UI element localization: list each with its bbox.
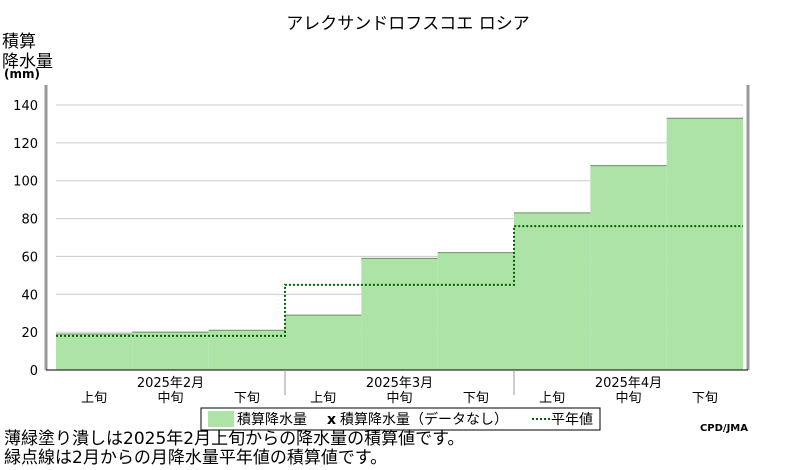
precip-step-4 [361,258,438,370]
note-fill: 薄緑塗り潰しは2025年2月上旬からの降水量の積算値です。 [4,429,465,449]
precip-step-5 [437,252,514,370]
y-axis-unit: (mm) [4,67,40,81]
y-tick-label-1: 20 [21,326,38,341]
legend-swatch-precipitation [208,411,234,427]
precip-step-1 [132,332,209,370]
y-tick-label-2: 40 [21,288,38,303]
y-tick-label-0: 0 [30,364,38,379]
period-label-5: 下旬 [463,391,489,406]
legend-marker-missing: x [327,412,336,428]
legend-label-missing: 積算降水量（データなし） [340,411,508,428]
y-tick-label-5: 100 [13,175,38,190]
period-label-2: 下旬 [234,391,260,406]
month-label-0: 2025年2月 [137,376,204,391]
period-label-3: 上旬 [310,391,336,406]
precip-step-3 [285,315,362,370]
precip-step-8 [666,118,743,370]
period-label-7: 中旬 [615,391,641,406]
y-tick-label-3: 60 [21,250,38,265]
plot-area: 0 20 40 60 80 100 120 140 上旬 中旬 下旬 上旬 中旬 下旬 上旬 中旬 下旬 2025… [13,85,750,406]
y-axis-label-line1: 積算 [2,32,36,52]
normal-line [56,225,743,337]
precip-step-6 [514,212,591,370]
month-label-2: 2025年4月 [595,376,662,391]
precip-step-7 [590,165,667,370]
period-label-0: 上旬 [81,391,107,406]
month-label-1: 2025年3月 [366,376,433,391]
period-label-6: 上旬 [539,391,565,406]
precip-step-0 [56,334,133,370]
period-label-4: 中旬 [386,391,412,406]
legend-label-normal: 平年値 [551,412,593,428]
y-tick-label-7: 140 [13,99,38,114]
legend-box [200,407,601,431]
credit-text: CPD/JMA [700,423,748,434]
legend-label-precipitation: 積算降水量 [237,412,307,428]
note-dotted: 緑点線は2月からの月降水量平年値の積算値です。 [4,448,388,468]
y-axis-label-line2: 降水量 [2,52,53,72]
legend: 積算降水量 x 積算降水量（データなし） 平年値 [200,407,601,431]
period-label-1: 中旬 [157,391,183,406]
notes: 薄緑塗り潰しは2025年2月上旬からの降水量の積算値です。 緑点線は2月からの月… [4,430,464,468]
y-tick-label-6: 120 [13,137,38,152]
period-label-8: 下旬 [692,391,718,406]
chart-title: アレクサンドロフスコエ ロシア [286,14,529,34]
y-tick-label-4: 80 [21,213,38,228]
